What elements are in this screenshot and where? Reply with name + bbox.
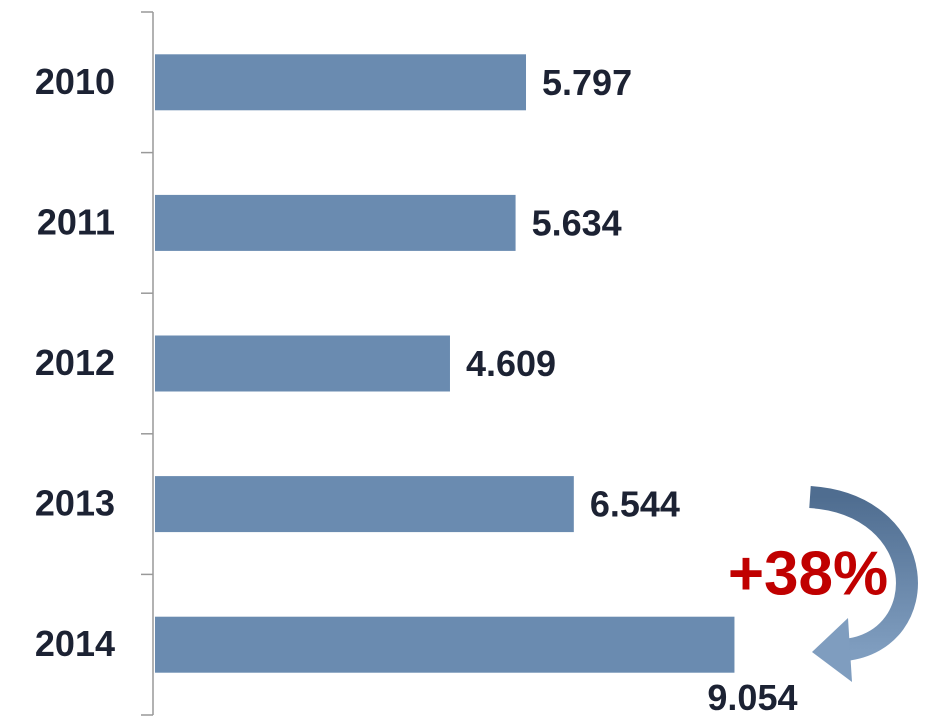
value-label: 6.544 <box>590 484 680 525</box>
value-label: 4.609 <box>466 343 556 384</box>
bar <box>155 335 450 392</box>
bar <box>155 616 735 673</box>
arrow-head <box>812 618 852 682</box>
y-tick-label: 2010 <box>35 61 115 102</box>
curved-arrow <box>808 486 918 682</box>
bar <box>155 194 516 251</box>
y-tick-label: 2014 <box>35 623 115 664</box>
y-tick-label: 2013 <box>35 483 115 524</box>
bar <box>155 54 527 111</box>
annotation: +38% <box>728 539 888 608</box>
value-label: 5.634 <box>532 202 622 243</box>
y-tick-label: 2012 <box>35 342 115 383</box>
arrow-body <box>808 486 918 661</box>
bar <box>155 476 574 533</box>
y-tick-label: 2011 <box>37 201 115 242</box>
value-label: 5.797 <box>542 62 632 103</box>
value-label: 9.054 <box>707 677 797 718</box>
